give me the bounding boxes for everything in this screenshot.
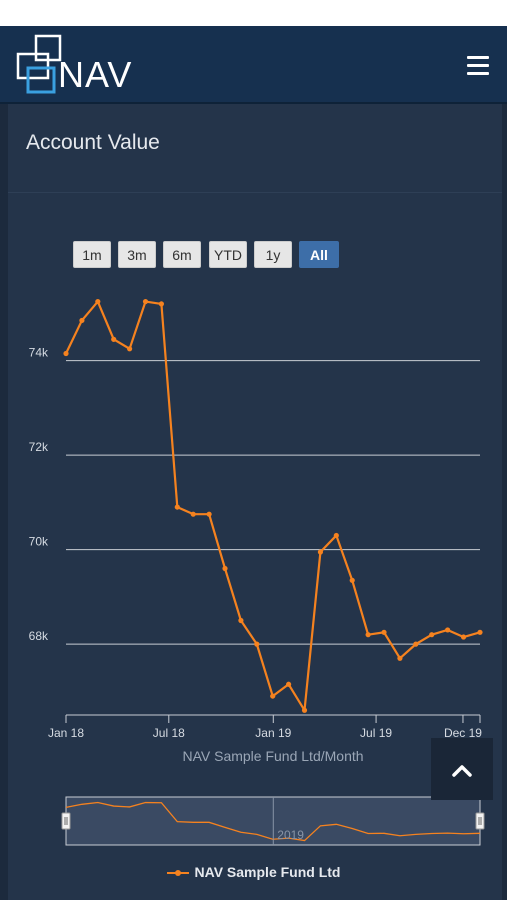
data-point — [286, 681, 292, 687]
data-point — [158, 301, 165, 307]
data-point — [127, 346, 133, 352]
data-point — [95, 298, 101, 305]
x-tick-label: Dec 19 — [444, 726, 482, 740]
range-button-all[interactable]: All — [299, 241, 339, 268]
data-point — [206, 511, 212, 517]
x-axis-title: NAV Sample Fund Ltd/Month — [182, 748, 363, 764]
navigator-label: 2019 — [277, 828, 304, 842]
data-point — [429, 632, 435, 638]
data-point — [317, 549, 324, 555]
data-point — [174, 504, 180, 510]
series-line — [65, 300, 481, 712]
card-divider — [8, 192, 502, 193]
data-point — [381, 629, 387, 635]
card-title: Account Value — [26, 131, 160, 154]
data-point — [254, 641, 260, 647]
data-point — [270, 693, 276, 699]
back-to-top-button[interactable] — [431, 738, 493, 800]
chart-legend[interactable]: NAV Sample Fund Ltd — [0, 864, 507, 880]
legend-line-icon — [166, 870, 189, 877]
data-point — [397, 655, 403, 661]
range-button-1y[interactable]: 1y — [254, 241, 292, 268]
y-tick-label: 70k — [29, 535, 49, 549]
legend-label: NAV Sample Fund Ltd — [194, 864, 341, 880]
data-point — [190, 511, 196, 517]
y-tick-label: 74k — [29, 346, 49, 360]
data-point — [301, 707, 308, 713]
data-point — [238, 617, 244, 624]
navigator-handle-left[interactable] — [61, 812, 71, 830]
data-point — [349, 577, 355, 583]
logo-text: NAV — [58, 54, 133, 95]
chevron-up-icon — [452, 765, 472, 777]
app-header: NAV — [0, 26, 507, 104]
data-point — [111, 336, 117, 342]
y-tick-label: 68k — [29, 629, 49, 643]
data-point — [445, 627, 451, 633]
data-point — [460, 634, 467, 640]
navigator-series-line — [65, 801, 481, 842]
data-point — [63, 350, 69, 357]
nav-logo[interactable] — [14, 34, 144, 96]
account-value-card — [8, 104, 502, 900]
data-point — [365, 632, 371, 638]
data-point — [477, 629, 483, 635]
range-button-ytd[interactable]: YTD — [209, 241, 247, 268]
data-point — [79, 317, 85, 324]
x-tick-label: Jul 19 — [360, 726, 392, 740]
range-button-3m[interactable]: 3m — [118, 241, 156, 268]
y-tick-label: 72k — [29, 440, 49, 454]
navigator-handle-right[interactable] — [475, 812, 485, 830]
data-point — [333, 532, 339, 539]
range-button-1m[interactable]: 1m — [73, 241, 111, 268]
x-tick-label: Jul 18 — [153, 726, 185, 740]
data-point — [142, 298, 149, 305]
data-point — [413, 641, 419, 647]
range-button-6m[interactable]: 6m — [163, 241, 201, 268]
x-tick-label: Jan 18 — [48, 726, 84, 740]
data-point — [222, 565, 228, 572]
hamburger-icon[interactable] — [467, 56, 489, 75]
x-tick-label: Jan 19 — [255, 726, 291, 740]
